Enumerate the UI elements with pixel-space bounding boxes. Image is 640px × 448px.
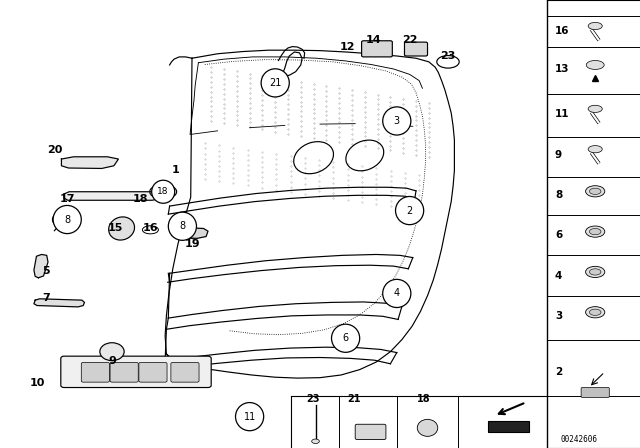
Text: 20: 20 — [47, 145, 62, 155]
Ellipse shape — [261, 69, 289, 97]
Ellipse shape — [399, 199, 420, 217]
Text: 3: 3 — [394, 116, 400, 126]
Ellipse shape — [152, 180, 175, 203]
Text: 21: 21 — [348, 394, 361, 404]
Ellipse shape — [586, 226, 605, 237]
Ellipse shape — [383, 280, 411, 307]
FancyBboxPatch shape — [139, 362, 167, 382]
Text: 12: 12 — [340, 42, 355, 52]
Ellipse shape — [586, 307, 605, 318]
Text: 00242606: 00242606 — [561, 435, 598, 444]
Ellipse shape — [109, 217, 134, 240]
FancyBboxPatch shape — [81, 362, 109, 382]
Ellipse shape — [586, 60, 604, 69]
FancyBboxPatch shape — [488, 421, 529, 432]
Text: 16: 16 — [555, 26, 570, 36]
Text: 17: 17 — [60, 194, 75, 204]
Ellipse shape — [236, 403, 264, 431]
Text: 10: 10 — [29, 378, 45, 388]
Ellipse shape — [589, 309, 601, 315]
Ellipse shape — [586, 185, 605, 197]
Ellipse shape — [589, 269, 601, 275]
Text: 14: 14 — [365, 35, 381, 45]
Text: 11: 11 — [555, 109, 570, 119]
FancyBboxPatch shape — [362, 41, 392, 57]
Text: 8: 8 — [179, 221, 186, 231]
Polygon shape — [34, 254, 48, 278]
Polygon shape — [34, 299, 84, 307]
Text: 9: 9 — [108, 356, 116, 366]
FancyBboxPatch shape — [61, 356, 211, 388]
Text: 5: 5 — [42, 266, 50, 276]
Circle shape — [52, 211, 76, 228]
Ellipse shape — [586, 266, 605, 277]
Text: 13: 13 — [555, 65, 570, 74]
Text: 21: 21 — [269, 78, 282, 88]
Ellipse shape — [100, 343, 124, 361]
FancyBboxPatch shape — [171, 362, 199, 382]
Polygon shape — [61, 157, 118, 168]
Text: 8: 8 — [64, 215, 70, 224]
Text: 15: 15 — [108, 224, 123, 233]
Polygon shape — [64, 192, 163, 200]
Ellipse shape — [417, 419, 438, 436]
Text: 16: 16 — [143, 224, 158, 233]
FancyBboxPatch shape — [404, 42, 428, 56]
Ellipse shape — [332, 324, 360, 352]
Text: 9: 9 — [555, 150, 562, 159]
Text: 18: 18 — [417, 394, 431, 404]
Ellipse shape — [168, 212, 196, 240]
Text: 11: 11 — [243, 412, 256, 422]
Text: 8: 8 — [555, 190, 562, 200]
Text: 2: 2 — [406, 206, 413, 215]
Ellipse shape — [588, 22, 602, 30]
Text: 23: 23 — [440, 51, 456, 61]
Text: 6: 6 — [342, 333, 349, 343]
Text: 7: 7 — [42, 293, 50, 303]
Text: 2: 2 — [555, 367, 562, 377]
Ellipse shape — [589, 228, 601, 235]
Text: 4: 4 — [394, 289, 400, 298]
FancyBboxPatch shape — [355, 424, 386, 439]
Ellipse shape — [383, 107, 411, 135]
Ellipse shape — [312, 439, 319, 444]
Text: 18: 18 — [133, 194, 148, 204]
Ellipse shape — [390, 284, 410, 301]
Text: 18: 18 — [157, 187, 169, 196]
Ellipse shape — [588, 105, 602, 112]
Text: 19: 19 — [184, 239, 200, 249]
Polygon shape — [172, 228, 208, 238]
Text: 1: 1 — [172, 165, 180, 175]
Text: 22: 22 — [402, 35, 417, 45]
Ellipse shape — [387, 109, 406, 126]
Ellipse shape — [589, 188, 601, 194]
Text: 6: 6 — [555, 230, 562, 240]
Ellipse shape — [53, 206, 81, 233]
Ellipse shape — [396, 197, 424, 224]
Text: 3: 3 — [555, 311, 562, 321]
Ellipse shape — [142, 226, 158, 234]
Text: 4: 4 — [555, 271, 563, 280]
Text: 23: 23 — [306, 394, 319, 404]
FancyBboxPatch shape — [110, 362, 138, 382]
Ellipse shape — [588, 146, 602, 153]
FancyBboxPatch shape — [581, 388, 609, 397]
